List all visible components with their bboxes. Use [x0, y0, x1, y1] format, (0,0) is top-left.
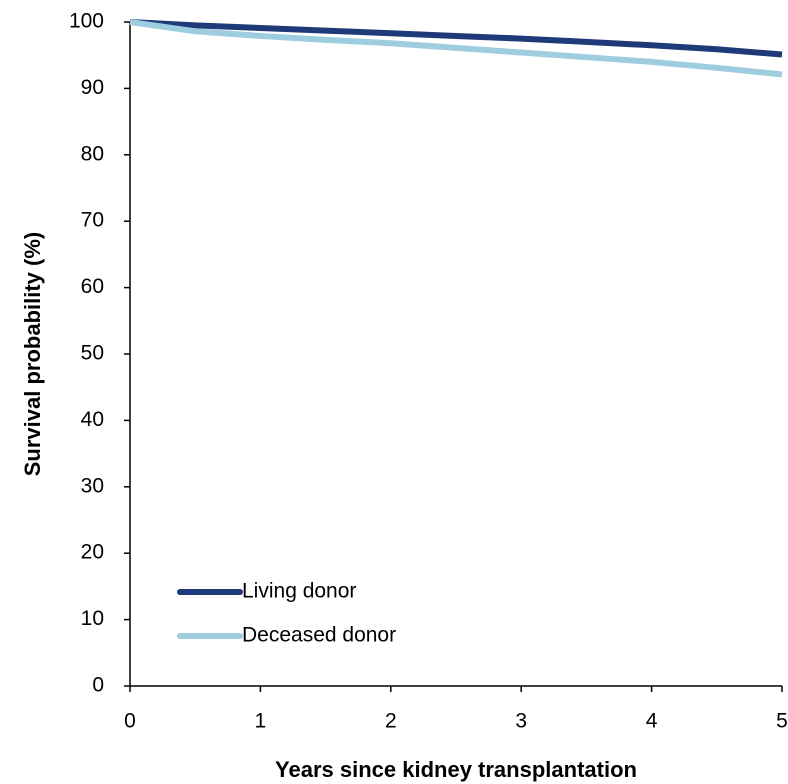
x-tick-label: 4 — [646, 710, 658, 733]
y-tick-label: 100 — [69, 10, 104, 33]
y-tick-label: 60 — [81, 275, 104, 298]
x-tick-label: 0 — [124, 710, 136, 733]
y-tick-label: 80 — [81, 142, 104, 165]
x-tick-label: 5 — [776, 710, 788, 733]
x-tick-label: 2 — [385, 710, 397, 733]
series-line — [129, 19, 783, 58]
y-tick-label: 40 — [81, 408, 104, 431]
legend-label: Living donor — [242, 580, 356, 603]
y-tick-label: 70 — [81, 209, 104, 232]
y-tick-label: 20 — [81, 541, 104, 564]
series-line — [129, 19, 783, 78]
y-tick-label: 30 — [81, 474, 104, 497]
y-tick-label: 50 — [81, 342, 104, 365]
x-tick-label: 3 — [515, 710, 527, 733]
y-tick-label: 0 — [92, 674, 104, 697]
legend-label: Deceased donor — [242, 624, 396, 647]
y-tick-label: 10 — [81, 607, 104, 630]
x-tick-label: 1 — [255, 710, 267, 733]
x-axis-title: Years since kidney transplantation — [275, 757, 637, 782]
y-tick-label: 90 — [81, 76, 104, 99]
y-axis-title: Survival probability (%) — [20, 232, 45, 477]
